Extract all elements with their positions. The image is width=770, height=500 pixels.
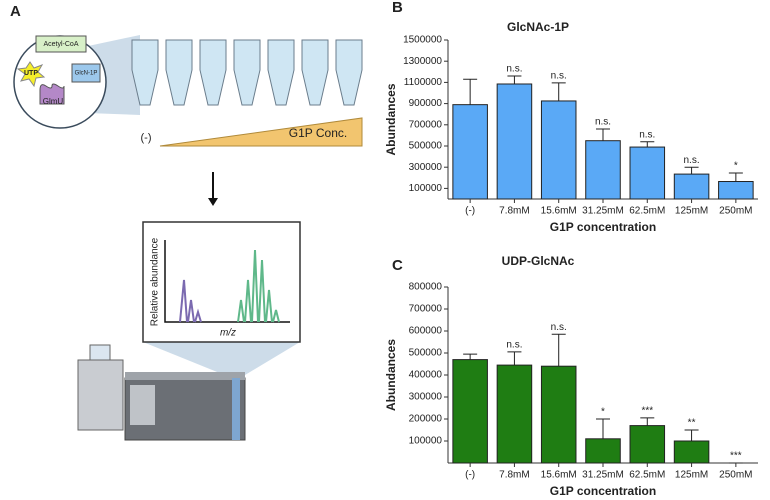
instrument: [77, 344, 246, 441]
error-bar: [596, 128, 610, 141]
bar: [585, 438, 621, 464]
panel-label: C: [392, 257, 403, 274]
y-tick-label: 500000: [409, 348, 443, 359]
y-axis-label: Abundances: [384, 339, 398, 411]
bar: [540, 365, 577, 464]
peaks-green: [237, 249, 280, 323]
spectrum-box: [142, 221, 301, 343]
concentration-wedge: [159, 117, 363, 147]
acetyl-label: Acetyl-CoA: [43, 41, 78, 48]
conc-label: G1P Conc.: [289, 126, 347, 140]
bar: [540, 100, 577, 200]
y-tick-label: 500000: [409, 141, 443, 152]
y-tick-label: 300000: [409, 162, 443, 173]
tubes: [131, 39, 363, 106]
significance: n.s.: [506, 340, 522, 351]
bar: [629, 425, 666, 464]
glcn-label: GlcN-1P: [75, 71, 98, 77]
x-tick-label: 250mM: [719, 470, 752, 481]
y-tick-label: 1100000: [404, 77, 443, 88]
significance: ***: [730, 451, 742, 462]
chart-title: GlcNAc-1P: [507, 20, 569, 34]
y-tick-label: 1500000: [403, 35, 442, 46]
zoom-wedge-2: [143, 342, 300, 378]
error-bar: [463, 353, 478, 360]
significance: n.s.: [506, 64, 522, 75]
bar: [452, 104, 488, 200]
y-tick-label: 900000: [409, 98, 443, 109]
x-tick-label: 125mM: [675, 470, 708, 481]
x-tick-label: 125mM: [675, 206, 708, 217]
bar: [452, 359, 488, 464]
glmu-label: GlmU: [43, 97, 64, 106]
y-tick-label: 700000: [409, 119, 443, 130]
error-bar: [507, 351, 522, 366]
x-tick-label: 15.6mM: [541, 470, 577, 481]
utp-label: UTP: [24, 70, 38, 77]
x-tick-label: (-): [465, 206, 475, 217]
x-axis-label: G1P concentration: [550, 484, 656, 498]
error-bar: [640, 141, 655, 148]
x-tick-label: (-): [465, 470, 475, 481]
x-axis-label: G1P concentration: [550, 220, 656, 234]
bar: [629, 146, 666, 200]
panel-label: A: [10, 3, 21, 20]
glcn-box: [71, 63, 101, 83]
utp-star: [16, 61, 46, 88]
x-tick-label: 7.8mM: [499, 206, 530, 217]
significance: n.s.: [639, 129, 655, 140]
acetyl-box: [35, 35, 87, 53]
x-tick-label: 15.6mM: [541, 206, 577, 217]
y-tick-label: 100000: [409, 436, 443, 447]
x-tick-label: 62.5mM: [629, 206, 665, 217]
error-bar: [551, 82, 566, 101]
y-tick-label: 700000: [409, 304, 443, 315]
bar: [496, 364, 533, 464]
error-bar: [684, 166, 699, 175]
y-axis-label: Abundances: [384, 83, 398, 155]
error-bar: [596, 418, 610, 439]
error-bar: [684, 429, 699, 441]
error-bar: [463, 78, 478, 105]
bar: [673, 440, 710, 464]
significance: **: [688, 418, 696, 429]
chart-title: UDP-GlcNAc: [502, 254, 575, 268]
peaks-purple: [179, 279, 202, 323]
x-tick-label: 31.25mM: [582, 470, 624, 481]
x-tick-label: 62.5mM: [629, 470, 665, 481]
neg-label: (-): [141, 132, 152, 144]
error-bar: [640, 417, 655, 426]
bar: [585, 140, 621, 200]
significance: n.s.: [551, 322, 567, 333]
significance: n.s.: [595, 117, 611, 128]
x-tick-label: 7.8mM: [499, 470, 530, 481]
y-tick-label: 100000: [409, 183, 443, 194]
spectrum-y-label: Relative abundance: [150, 237, 161, 326]
y-tick-label: 800000: [409, 282, 443, 293]
y-tick-label: 300000: [409, 392, 443, 403]
y-tick-label: 600000: [409, 326, 443, 337]
x-tick-label: 250mM: [719, 206, 752, 217]
significance: n.s.: [684, 155, 700, 166]
significance: *: [734, 161, 738, 172]
spectrum-axes: [164, 240, 290, 323]
error-bar: [551, 333, 566, 367]
y-tick-label: 200000: [409, 414, 443, 425]
significance: *: [601, 407, 605, 418]
bar: [673, 173, 710, 200]
glmu-shape: [39, 83, 65, 105]
error-bar: [507, 75, 522, 84]
significance: ***: [641, 406, 653, 417]
bar: [718, 181, 754, 200]
arrow-head: [208, 198, 218, 206]
spectrum-x-label: m/z: [220, 328, 236, 339]
significance: n.s.: [551, 71, 567, 82]
y-tick-label: 1300000: [403, 56, 442, 67]
panel-label: B: [392, 0, 403, 16]
y-tick-label: 400000: [409, 370, 443, 381]
bar: [496, 83, 533, 200]
error-bar: [728, 172, 743, 182]
x-tick-label: 31.25mM: [582, 206, 624, 217]
